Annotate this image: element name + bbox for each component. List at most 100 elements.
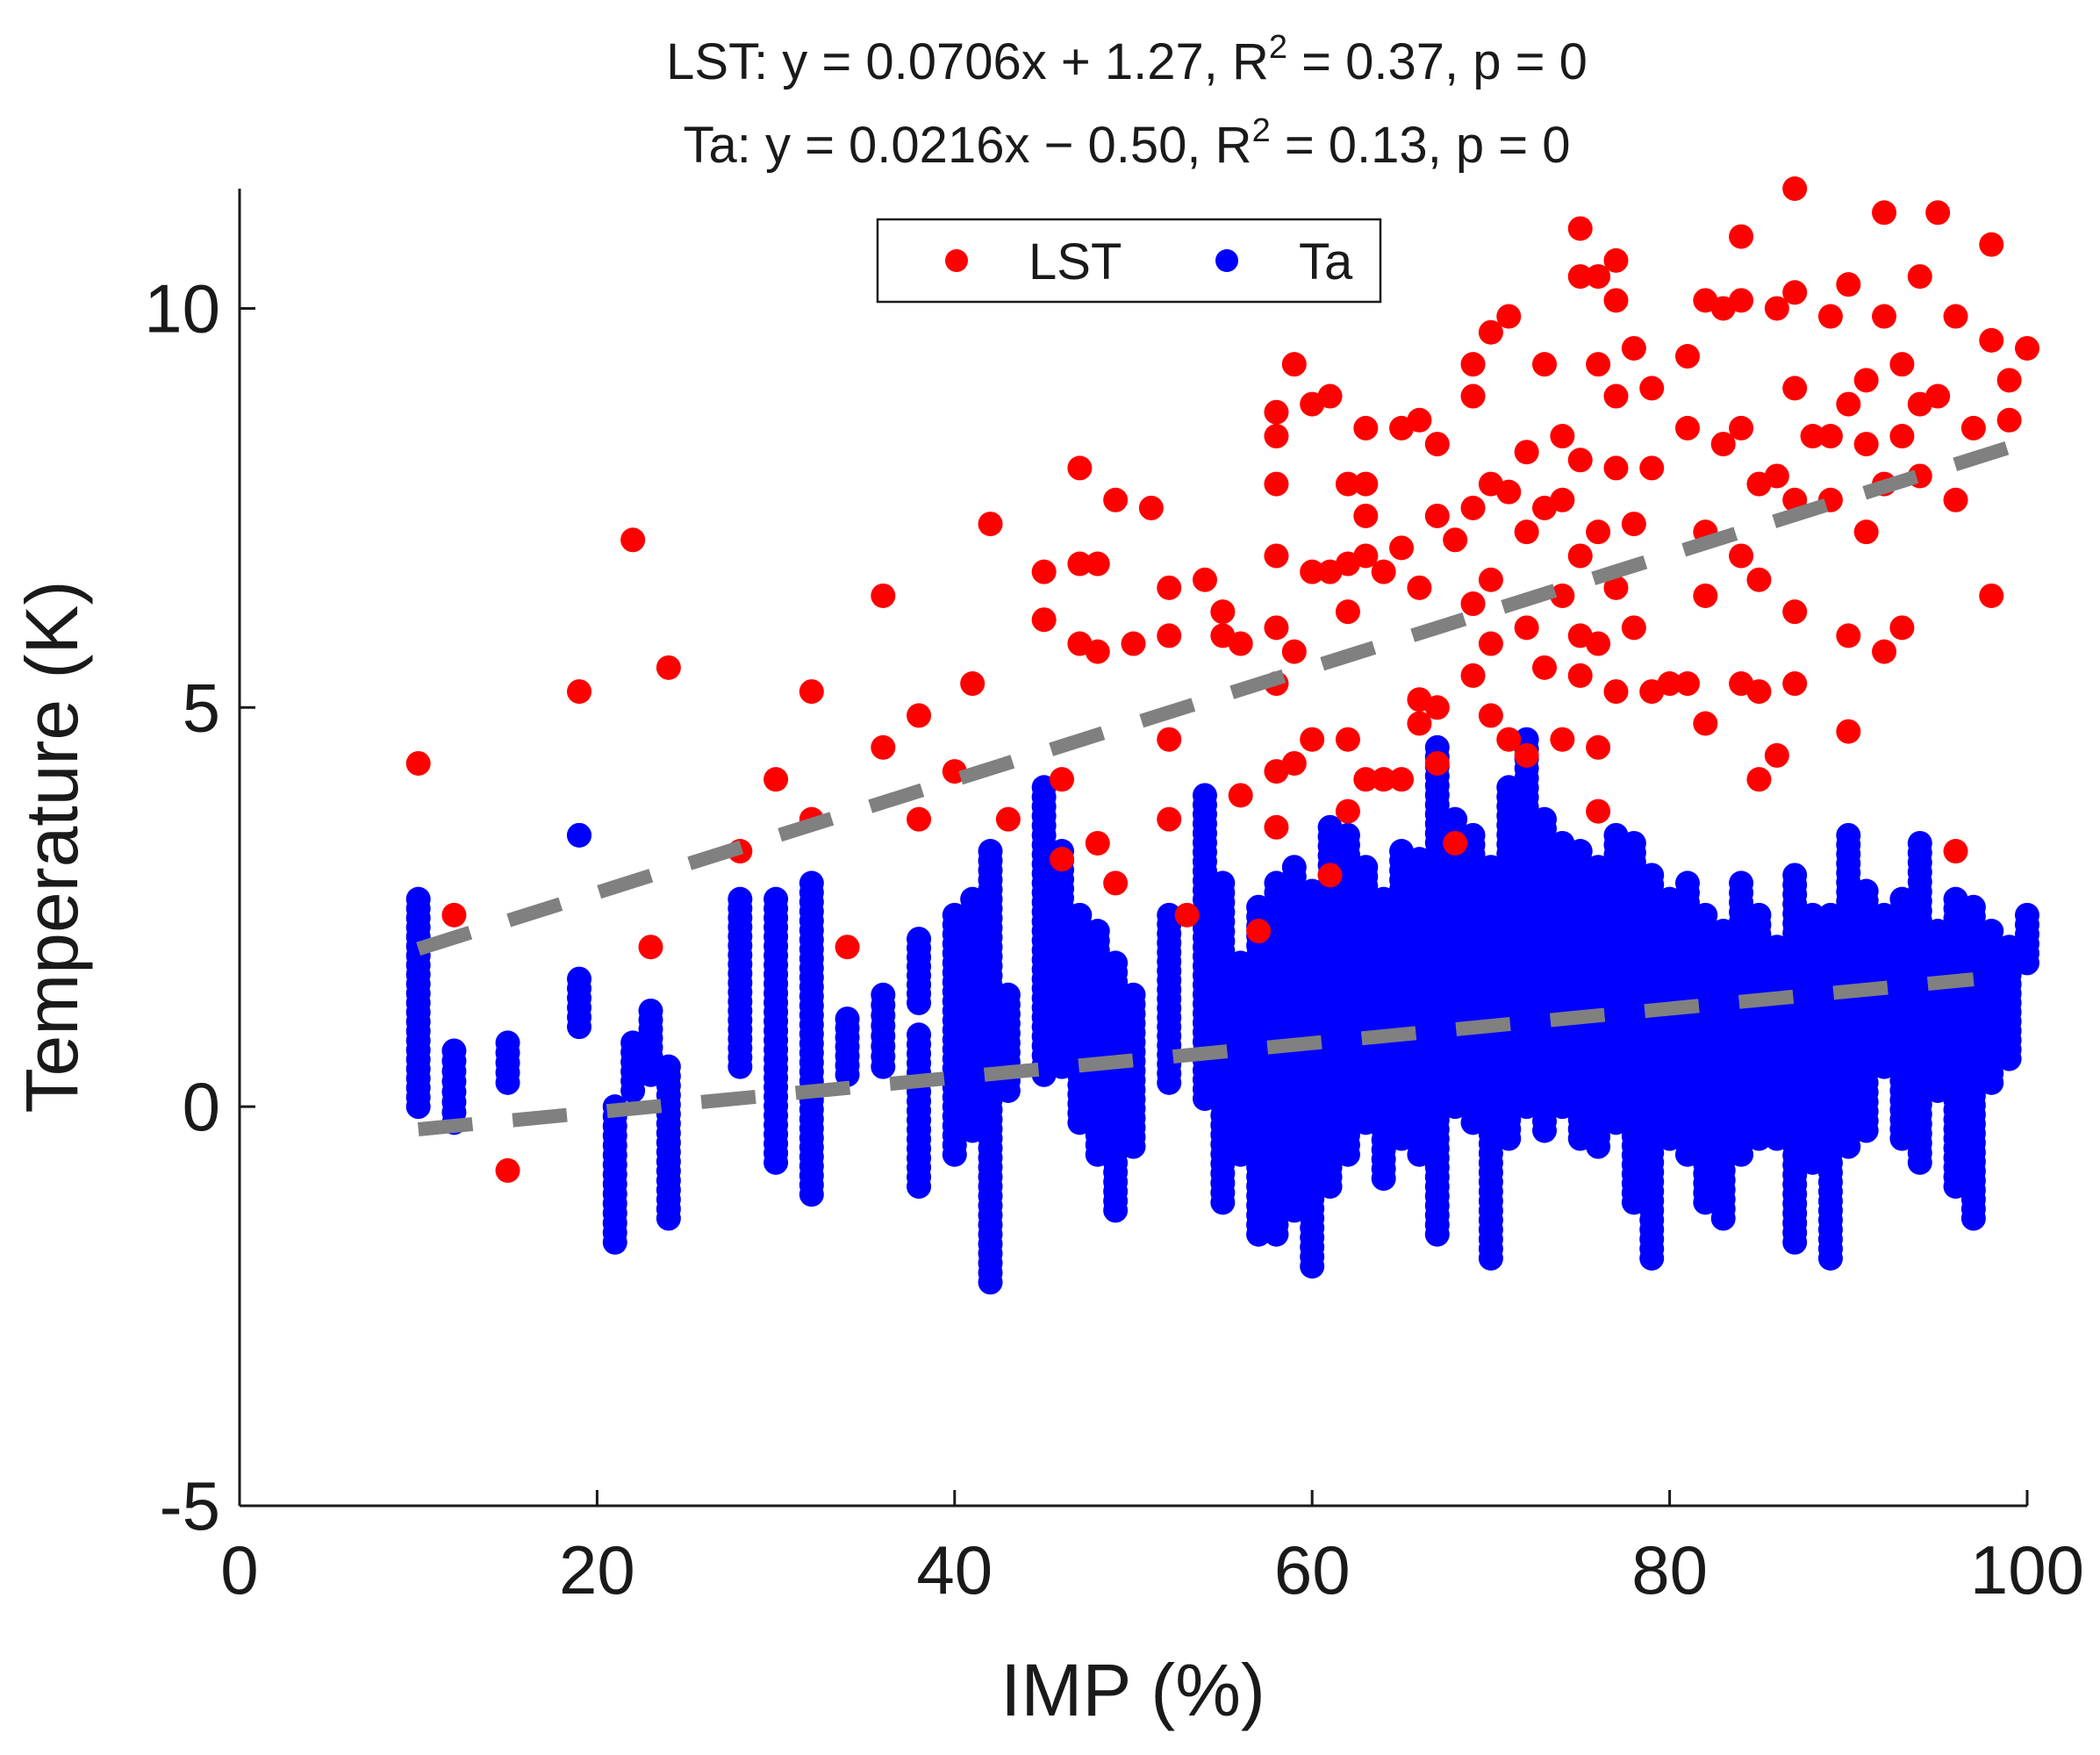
ta-point-column-15	[907, 927, 932, 1015]
lst-point	[1764, 742, 1789, 768]
lst-point	[1478, 319, 1503, 345]
ta-point-column-2	[495, 1030, 520, 1095]
lst-point	[1586, 352, 1611, 377]
ta-point	[978, 839, 1003, 864]
lst-point	[1443, 527, 1468, 553]
lst-point	[1550, 424, 1575, 449]
lst-point	[1281, 639, 1307, 664]
lst-point	[2015, 335, 2039, 361]
ta-point	[1157, 902, 1182, 928]
lst-point	[1496, 479, 1522, 505]
lst-point	[1746, 567, 1772, 592]
ta-point	[727, 886, 753, 912]
ta-point	[1085, 919, 1110, 944]
lst-point	[1121, 631, 1146, 656]
lst-point	[1800, 424, 1825, 449]
ta-point	[1979, 919, 2004, 944]
ta-point-column-0	[405, 886, 431, 1120]
lst-point	[1353, 471, 1379, 497]
lst-point	[1281, 750, 1307, 776]
lst-point	[1586, 734, 1611, 760]
lst-point	[995, 806, 1021, 832]
lst-point	[1174, 902, 1200, 928]
lst-point	[1603, 575, 1629, 600]
lst-point	[1603, 288, 1629, 313]
y-tick-label: 0	[183, 1068, 220, 1145]
lst-point	[1264, 424, 1289, 449]
lst-point	[871, 583, 896, 608]
lst-point	[1335, 471, 1360, 497]
ta-point	[1729, 870, 1754, 896]
lst-point	[1693, 711, 1718, 736]
x-tick-label: 20	[559, 1531, 635, 1608]
lst-point	[1639, 376, 1665, 401]
lst-point	[1300, 559, 1325, 584]
lst-point	[1872, 304, 1897, 329]
lst-point	[1246, 919, 1272, 944]
lst-point	[1478, 631, 1503, 656]
lst-point	[1836, 623, 1861, 648]
lst-point	[1693, 583, 1718, 608]
lst-point	[835, 935, 860, 960]
ta-point	[1621, 830, 1646, 856]
ta-point	[1639, 863, 1665, 888]
lst-point	[1817, 304, 1843, 329]
ta-point	[1907, 830, 1932, 856]
lst-point	[1085, 830, 1110, 856]
ta-point-column-12	[835, 1006, 860, 1087]
lst-point	[1674, 344, 1700, 369]
y-axis-label: Temperature (K)	[11, 581, 93, 1114]
ta-point	[907, 927, 932, 952]
lst-point	[1424, 503, 1450, 528]
lst-point	[1729, 288, 1754, 313]
lst-point	[1103, 870, 1129, 896]
ta-point	[441, 1038, 467, 1064]
lst-point	[1157, 806, 1182, 832]
lst-point	[1389, 535, 1415, 561]
ta-point	[567, 822, 592, 848]
lst-point	[1514, 742, 1539, 768]
lst-point	[638, 935, 663, 960]
legend-label-ta: Ta	[1299, 233, 1353, 290]
ta-point	[995, 982, 1021, 1007]
x-axis-ticks: 0 20 40 60 80 100	[220, 1490, 2084, 1608]
lst-point	[1532, 655, 1558, 680]
lst-point	[1335, 799, 1360, 824]
lst-point	[1925, 200, 1951, 226]
lst-point	[1621, 335, 1646, 361]
y-tick-label: 10	[144, 269, 220, 347]
lst-point	[1764, 296, 1789, 321]
lst-point	[1353, 503, 1379, 528]
lst-point	[1443, 830, 1468, 856]
lst-point	[1872, 639, 1897, 664]
lst-point	[1264, 615, 1289, 641]
lst-point	[1031, 559, 1057, 584]
ta-point	[405, 886, 431, 912]
lst-point	[1782, 671, 1808, 697]
ta-point	[1067, 902, 1093, 928]
lst-point	[1496, 727, 1522, 752]
lst-point	[1514, 615, 1539, 641]
lst-point	[1567, 663, 1593, 688]
lst-point	[1264, 543, 1289, 569]
lst-point	[1979, 583, 2004, 608]
x-tick-label: 0	[220, 1531, 258, 1608]
lst-point	[1031, 607, 1057, 633]
ta-point	[2015, 902, 2039, 928]
lst-point	[799, 679, 824, 705]
ta-point-column-11	[799, 870, 824, 1207]
x-tick-label: 100	[1970, 1531, 2084, 1608]
lst-point	[1782, 599, 1808, 625]
lst-point	[1872, 200, 1897, 226]
lst-point	[1532, 352, 1558, 377]
lst-point	[1085, 639, 1110, 664]
lst-point	[1586, 631, 1611, 656]
lst-point	[1710, 432, 1736, 457]
lst-point	[656, 655, 681, 680]
lst-point	[1603, 455, 1629, 481]
legend-label-lst: LST	[1028, 233, 1122, 290]
lst-point	[1228, 631, 1253, 656]
lst-point	[1460, 495, 1486, 520]
lst-point	[1943, 839, 1968, 864]
